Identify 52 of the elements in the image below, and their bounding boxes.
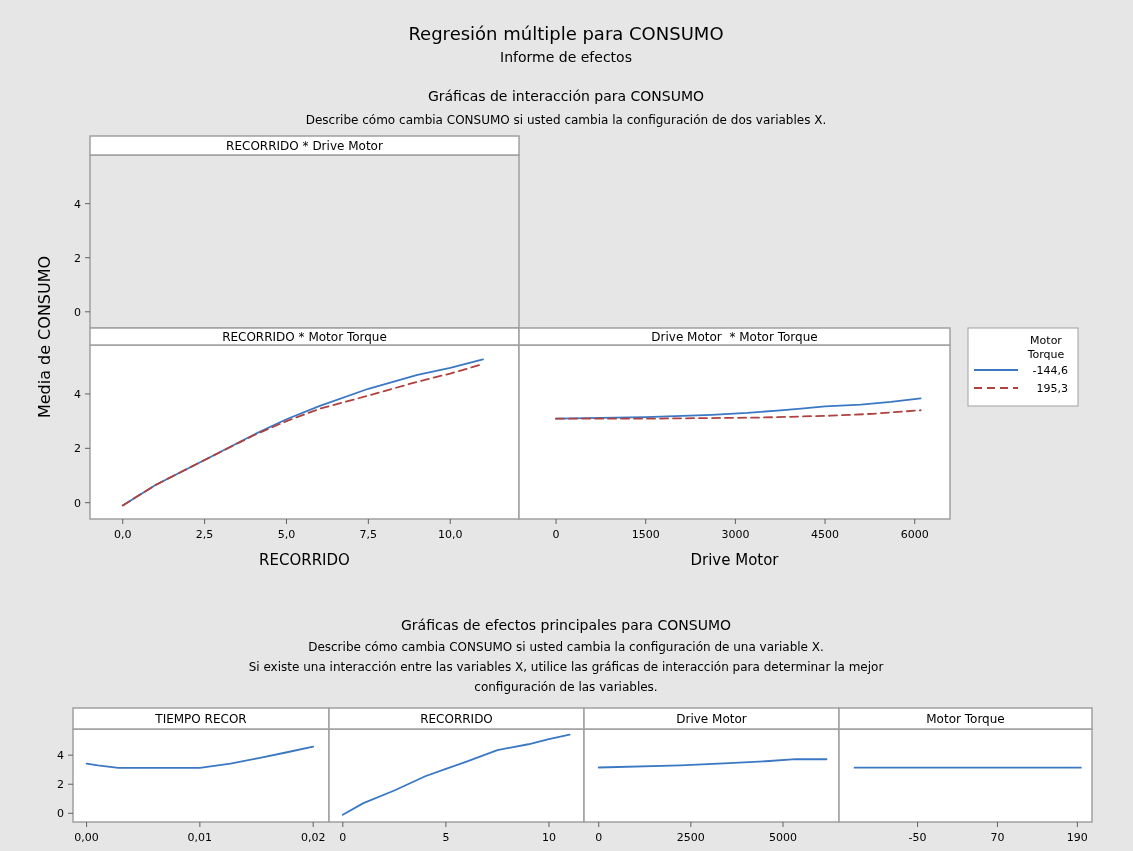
x-tick-label: 0,0 — [114, 528, 132, 541]
x-tick-label: 70 — [990, 831, 1005, 844]
x-tick-label: 0,02 — [300, 831, 326, 844]
y-tick-label: 4 — [74, 387, 81, 401]
chart-title: RECORRIDO — [420, 711, 493, 726]
y-tick-label: 0 — [74, 305, 81, 319]
text: Gráficas de interacción para CONSUMO — [427, 88, 705, 104]
x-tick-label: 10,0 — [437, 528, 463, 541]
x-tick-label: 0,00 — [74, 831, 99, 844]
x-tick-label: 0 — [595, 831, 603, 844]
x-tick-label: 10 — [541, 831, 556, 844]
x-tick-label: 5,0 — [277, 528, 296, 541]
y-tick-label: 2 — [74, 442, 81, 456]
x-tick-label: 7,5 — [359, 528, 378, 541]
text: Si existe una interacción entre las variables X, utilice las gráficas de interacción para determinar la mejor configuración de las variables. — [248, 660, 884, 694]
chart-title: Drive Motor — [676, 711, 747, 726]
text: Regresión múltiple para CONSUMO — [408, 23, 724, 44]
text: Informe de efectos — [500, 49, 632, 65]
y-tick-label: 0 — [57, 807, 64, 821]
y-tick-label: 2 — [74, 251, 81, 265]
y-tick-label: 4 — [74, 197, 81, 211]
x-tick-label: 0 — [339, 831, 347, 844]
x-tick-label: 2,5 — [195, 528, 214, 541]
y-tick-label: 0 — [74, 496, 81, 510]
x-tick-label: 4500 — [811, 528, 840, 541]
x-tick-label: 5 — [442, 831, 450, 844]
y-tick-label: 4 — [57, 749, 64, 763]
legend-title: Motor Torque — [1026, 334, 1065, 361]
chart-title: RECORRIDO * Drive Motor — [226, 138, 383, 153]
legend-label: 195,3 — [1036, 382, 1068, 395]
y-tick-label: 2 — [57, 778, 64, 792]
x-tick-label: 2500 — [676, 831, 705, 844]
x-axis-title: Drive Motor — [690, 551, 780, 569]
x-tick-label: 0,01 — [187, 831, 213, 844]
chart-title: Drive Motor * Motor Torque — [651, 329, 818, 344]
x-tick-label: 3000 — [721, 528, 750, 541]
x-tick-label: 1500 — [631, 528, 660, 541]
x-tick-label: 190 — [1066, 831, 1088, 844]
chart-title: RECORRIDO * Motor Torque — [222, 329, 387, 344]
x-tick-label: -50 — [908, 831, 927, 844]
chart-title: TIEMPO RECOR — [154, 711, 247, 726]
chart-title: Motor Torque — [926, 711, 1005, 726]
text: Describe cómo cambia CONSUMO si usted cambia la configuración de una variable X. — [308, 640, 824, 654]
x-tick-label: 6000 — [900, 528, 929, 541]
x-tick-label: 5000 — [768, 831, 797, 844]
y-axis-title: Media de CONSUMO — [35, 255, 54, 419]
text: Gráficas de efectos principales para CONSUMO — [400, 617, 732, 633]
text: Describe cómo cambia CONSUMO si usted cambia la configuración de dos variables X. — [305, 113, 827, 127]
x-tick-label: 0 — [552, 528, 560, 541]
legend-label: -144,6 — [1032, 364, 1068, 377]
x-axis-title: RECORRIDO — [259, 551, 350, 569]
line-series — [85, 745, 315, 769]
